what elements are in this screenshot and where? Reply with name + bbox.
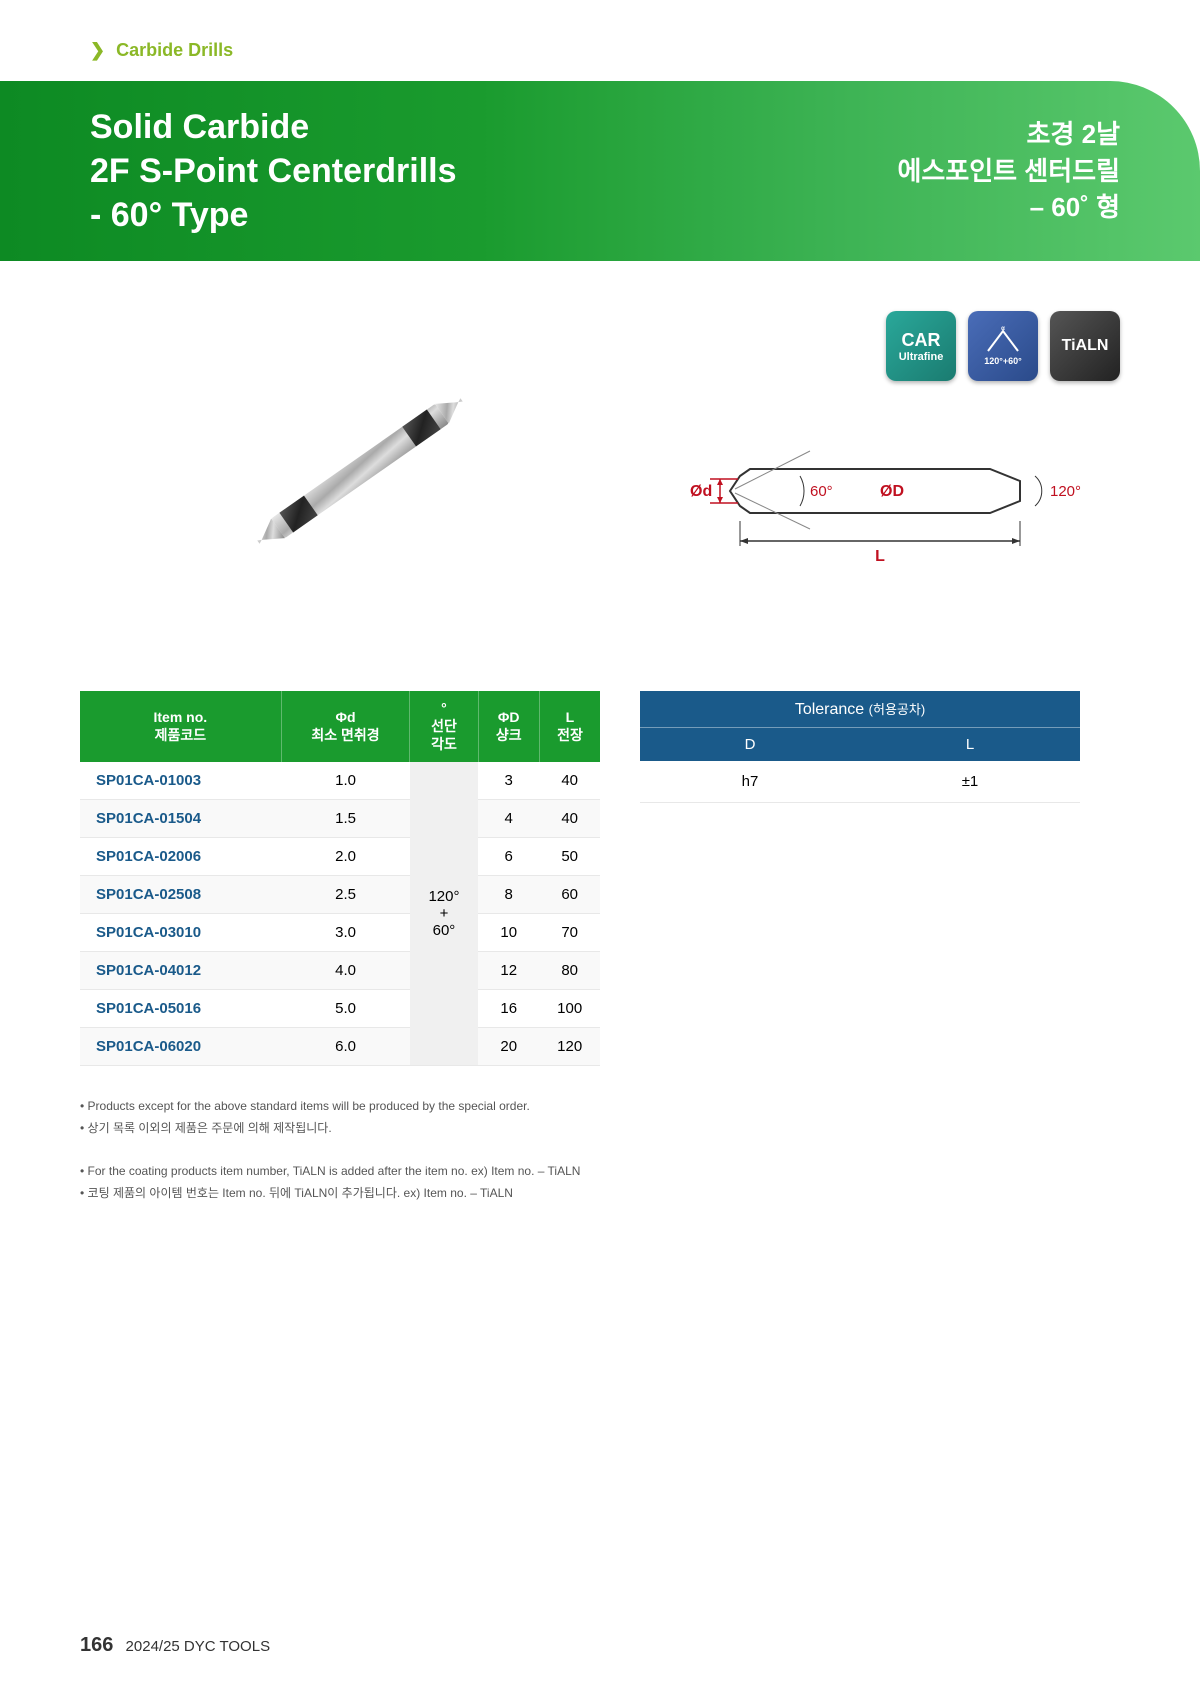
diagram-L: L — [875, 548, 885, 565]
footer: 166 2024/25 DYC TOOLS — [80, 1634, 270, 1657]
diagram-120: 120° — [1050, 483, 1081, 500]
tol-val-L: ±1 — [860, 761, 1080, 803]
th-L: L 전장 — [539, 691, 600, 762]
cell-item: SP01CA-05016 — [80, 989, 281, 1027]
cell-D: 3 — [478, 762, 539, 800]
badges-row: CAR Ultrafine α 120°+60° TiALN — [680, 311, 1120, 381]
tol-val-D: h7 — [640, 761, 860, 803]
cell-item: SP01CA-02508 — [80, 875, 281, 913]
badge-angle: α 120°+60° — [968, 311, 1038, 381]
subtitle-line2: 에스포인트 센터드릴 — [897, 153, 1120, 189]
table-row: SP01CA-060206.0 20120 — [80, 1027, 600, 1065]
cell-D: 12 — [478, 951, 539, 989]
cell-L: 120 — [539, 1027, 600, 1065]
product-image — [80, 311, 640, 631]
cell-d: 1.5 — [281, 799, 410, 837]
table-row: SP01CA-025082.5 860 — [80, 875, 600, 913]
table-row: SP01CA-015041.5 440 — [80, 799, 600, 837]
title-line1: Solid Carbide — [90, 105, 457, 149]
cell-L: 70 — [539, 913, 600, 951]
cell-D: 10 — [478, 913, 539, 951]
cell-d: 5.0 — [281, 989, 410, 1027]
cell-angle-merged: 120° + 60° — [410, 762, 478, 1066]
table-row: SP01CA-040124.0 1280 — [80, 951, 600, 989]
subtitle-line1: 초경 2날 — [897, 116, 1120, 152]
cell-item: SP01CA-02006 — [80, 837, 281, 875]
spec-table: Item no. 제품코드 Φd 최소 면취경 ° 선단 각도 ΦD 샹크 L … — [80, 691, 600, 1066]
diagram-OD: ØD — [880, 483, 904, 500]
th-phi-d: Φd 최소 면취경 — [281, 691, 410, 762]
dimension-diagram: Ød 60° ØD 120° — [680, 421, 1120, 576]
th-angle: ° 선단 각도 — [410, 691, 478, 762]
badge-angle-label: 120°+60° — [984, 356, 1021, 366]
svg-text:α: α — [1001, 326, 1005, 332]
table-row: SP01CA-010031.0120° + 60°340 — [80, 762, 600, 800]
note-4: • 코팅 제품의 아이템 번호는 Item no. 뒤에 TiALN이 추가됩니… — [80, 1183, 1120, 1203]
diagram-od-label: Ød — [690, 483, 712, 500]
breadcrumb: ❯ Carbide Drills — [80, 40, 1120, 61]
cell-D: 8 — [478, 875, 539, 913]
cell-L: 50 — [539, 837, 600, 875]
badge-tialn-label: TiALN — [1062, 337, 1109, 355]
notes: • Products except for the above standard… — [80, 1096, 1120, 1204]
th-item: Item no. 제품코드 — [80, 691, 281, 762]
cell-item: SP01CA-04012 — [80, 951, 281, 989]
cell-item: SP01CA-06020 — [80, 1027, 281, 1065]
table-row: SP01CA-030103.0 1070 — [80, 913, 600, 951]
cell-L: 40 — [539, 762, 600, 800]
cell-d: 4.0 — [281, 951, 410, 989]
footer-text: 2024/25 DYC TOOLS — [126, 1638, 271, 1655]
cell-d: 1.0 — [281, 762, 410, 800]
diagram-60: 60° — [810, 483, 833, 500]
table-row: SP01CA-020062.0 650 — [80, 837, 600, 875]
chevron-right-icon: ❯ — [90, 40, 105, 60]
tol-title: Tolerance (허용공차) — [640, 691, 1080, 728]
badge-tialn: TiALN — [1050, 311, 1120, 381]
drill-illustration — [200, 311, 520, 631]
tol-row: h7 ±1 — [640, 761, 1080, 803]
cell-d: 2.0 — [281, 837, 410, 875]
table-row: SP01CA-050165.0 16100 — [80, 989, 600, 1027]
cell-D: 4 — [478, 799, 539, 837]
tolerance-table: Tolerance (허용공차) D L h7 ±1 — [640, 691, 1080, 803]
cell-D: 6 — [478, 837, 539, 875]
cell-L: 40 — [539, 799, 600, 837]
th-phi-D: ΦD 샹크 — [478, 691, 539, 762]
note-2: • 상기 목록 이외의 제품은 주문에 의해 제작됩니다. — [80, 1118, 1120, 1138]
subtitle-line3: – 60˚ 형 — [897, 189, 1120, 225]
cell-d: 6.0 — [281, 1027, 410, 1065]
badge-car-title: CAR — [902, 330, 941, 351]
title-line3: - 60° Type — [90, 193, 457, 237]
title-banner: Solid Carbide 2F S-Point Centerdrills - … — [0, 81, 1200, 261]
page-number: 166 — [80, 1634, 113, 1656]
badge-car: CAR Ultrafine — [886, 311, 956, 381]
cell-item: SP01CA-01003 — [80, 762, 281, 800]
breadcrumb-label: Carbide Drills — [116, 40, 233, 60]
cell-D: 16 — [478, 989, 539, 1027]
angle-icon: α — [983, 326, 1023, 356]
note-1: • Products except for the above standard… — [80, 1096, 1120, 1116]
note-3: • For the coating products item number, … — [80, 1161, 1120, 1181]
tol-col-D: D — [640, 728, 860, 762]
cell-L: 100 — [539, 989, 600, 1027]
cell-item: SP01CA-03010 — [80, 913, 281, 951]
cell-L: 80 — [539, 951, 600, 989]
tol-col-L: L — [860, 728, 1080, 762]
badge-car-sub: Ultrafine — [899, 351, 944, 363]
cell-L: 60 — [539, 875, 600, 913]
cell-D: 20 — [478, 1027, 539, 1065]
cell-d: 3.0 — [281, 913, 410, 951]
cell-d: 2.5 — [281, 875, 410, 913]
title-line2: 2F S-Point Centerdrills — [90, 149, 457, 193]
cell-item: SP01CA-01504 — [80, 799, 281, 837]
